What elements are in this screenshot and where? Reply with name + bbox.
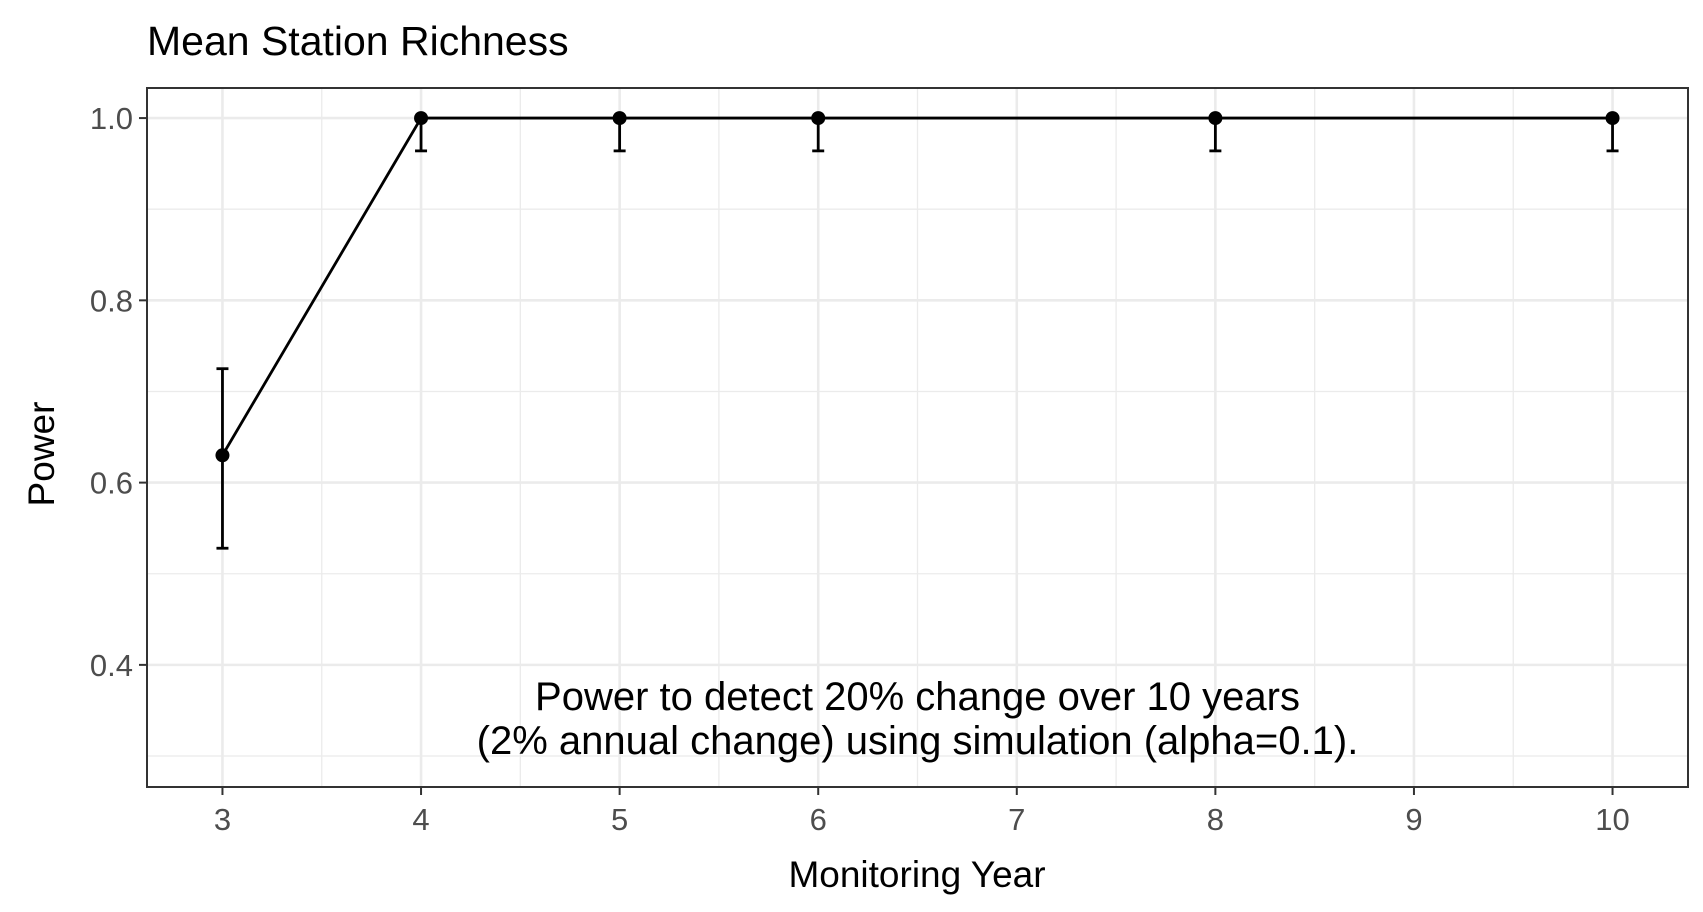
x-axis: 3 4 5 6 7 8 9 10 — [214, 787, 1630, 837]
annotation-line-1: Power to detect 20% change over 10 years — [535, 675, 1300, 719]
data-point — [612, 111, 627, 126]
y-tick-label: 1.0 — [90, 101, 133, 136]
data-point — [1208, 111, 1223, 126]
x-tick-label: 3 — [214, 802, 231, 837]
annotation-line-2: (2% annual change) using simulation (alp… — [477, 719, 1359, 763]
x-tick-label: 8 — [1207, 802, 1224, 837]
x-tick-label: 10 — [1595, 802, 1629, 837]
x-axis-title: Monitoring Year — [788, 854, 1045, 895]
chart-title: Mean Station Richness — [147, 18, 569, 64]
series-line — [221, 116, 1613, 456]
y-tick-label: 0.6 — [90, 466, 133, 501]
x-tick-label: 9 — [1405, 802, 1422, 837]
panel-border — [146, 87, 1689, 788]
x-tick-label: 7 — [1008, 802, 1025, 837]
y-tick-label: 0.4 — [90, 648, 133, 683]
x-tick-label: 4 — [412, 802, 429, 837]
x-tick-label: 5 — [611, 802, 628, 837]
y-tick-label: 0.8 — [90, 283, 133, 318]
minor-gridlines — [147, 88, 1688, 787]
data-point — [811, 111, 826, 126]
series-layer — [215, 111, 1620, 550]
y-axis: 0.4 0.6 0.8 1.0 — [90, 101, 147, 683]
data-point — [215, 448, 230, 463]
data-point — [1605, 111, 1620, 126]
data-point — [414, 111, 429, 126]
plot-panel: Power to detect 20% change over 10 years… — [146, 87, 1689, 788]
y-axis-title: Power — [21, 402, 62, 507]
x-tick-label: 6 — [810, 802, 827, 837]
